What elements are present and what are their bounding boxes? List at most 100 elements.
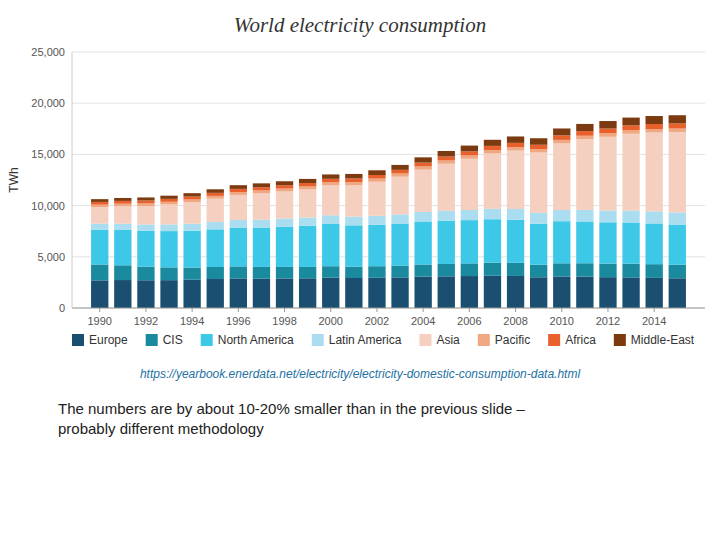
bar: [530, 153, 547, 213]
bar: [91, 264, 108, 280]
legend-label: Europe: [89, 333, 128, 347]
bar: [183, 197, 200, 200]
legend-swatch: [72, 334, 84, 346]
legend-label: Africa: [565, 333, 596, 347]
bar: [553, 128, 570, 135]
x-tick: [145, 308, 146, 312]
bar: [484, 153, 501, 208]
bar: [530, 265, 547, 278]
bar: [646, 124, 663, 129]
bar: [599, 222, 616, 263]
legend-entry: Africa: [548, 333, 596, 347]
bar: [622, 125, 639, 130]
bar: [484, 140, 501, 146]
annotation-line: probably different methodology: [58, 420, 264, 437]
bar: [669, 123, 686, 128]
grid-line: [72, 308, 705, 309]
bar: [622, 211, 639, 223]
bar: [160, 231, 177, 267]
x-tick-label: 2008: [503, 315, 527, 327]
bar: [461, 220, 478, 263]
bar: [646, 129, 663, 132]
legend-entry: Middle-East: [614, 333, 695, 347]
bar: [230, 278, 247, 308]
bar: [530, 213, 547, 224]
bar: [507, 209, 524, 220]
bar: [322, 278, 339, 308]
bar: [183, 231, 200, 268]
bar: [484, 219, 501, 263]
bar: [299, 189, 316, 217]
x-tick-label: 2014: [642, 315, 666, 327]
bar: [553, 140, 570, 144]
bar: [368, 175, 385, 179]
bar: [576, 139, 593, 210]
bar: [276, 278, 293, 308]
bar: [414, 170, 431, 212]
x-tick: [238, 308, 239, 312]
legend-label: Latin America: [329, 333, 402, 347]
bar: [669, 225, 686, 265]
bar: [299, 278, 316, 308]
bar: [160, 199, 177, 202]
bar: [253, 267, 270, 279]
bar: [137, 206, 154, 224]
bar: [299, 179, 316, 183]
x-tick-label: 2000: [319, 315, 343, 327]
y-tick-label: 0: [59, 302, 65, 314]
grid: [72, 52, 705, 308]
x-tick: [423, 308, 424, 312]
bar: [391, 266, 408, 278]
bar: [599, 137, 616, 211]
grid-line: [72, 103, 705, 104]
bar: [438, 264, 455, 276]
y-ticks: 05,00010,00015,00020,00025,000: [31, 46, 65, 314]
bar: [345, 178, 362, 182]
bar: [114, 265, 131, 280]
legend: EuropeCISNorth AmericaLatin AmericaAsiaP…: [72, 333, 695, 347]
x-tick-label: 2002: [365, 315, 389, 327]
bar: [438, 164, 455, 211]
bar: [414, 166, 431, 169]
bar: [391, 177, 408, 215]
x-tick-label: 2010: [550, 315, 574, 327]
bar: [368, 278, 385, 308]
bar: [391, 170, 408, 174]
legend-entry: Asia: [419, 333, 460, 347]
bar: [553, 276, 570, 308]
bar: [622, 264, 639, 278]
series: [91, 123, 686, 204]
bar: [114, 204, 131, 207]
bar: [114, 230, 131, 265]
bar: [114, 224, 131, 230]
bar: [414, 212, 431, 222]
x-tick: [192, 308, 193, 312]
x-tick-label: 1998: [272, 315, 296, 327]
y-tick-label: 10,000: [31, 200, 65, 212]
bar: [137, 197, 154, 200]
bar: [322, 185, 339, 215]
x-tick-label: 2004: [411, 315, 435, 327]
y-axis-line: [72, 52, 73, 308]
bar: [438, 160, 455, 163]
bar: [391, 214, 408, 223]
bar: [646, 223, 663, 264]
x-tick: [515, 308, 516, 312]
bar: [553, 221, 570, 263]
x-axis-line: [72, 308, 705, 309]
bar: [576, 210, 593, 222]
bar: [461, 151, 478, 155]
bar: [461, 210, 478, 220]
bar: [576, 263, 593, 276]
bar: [253, 220, 270, 228]
bar: [622, 130, 639, 133]
bar: [160, 196, 177, 199]
bar: [230, 228, 247, 267]
bar: [391, 277, 408, 308]
bar: [391, 165, 408, 170]
bar: [576, 277, 593, 308]
bar: [368, 216, 385, 225]
bar: [207, 189, 224, 193]
bar: [599, 121, 616, 128]
bar: [368, 179, 385, 182]
